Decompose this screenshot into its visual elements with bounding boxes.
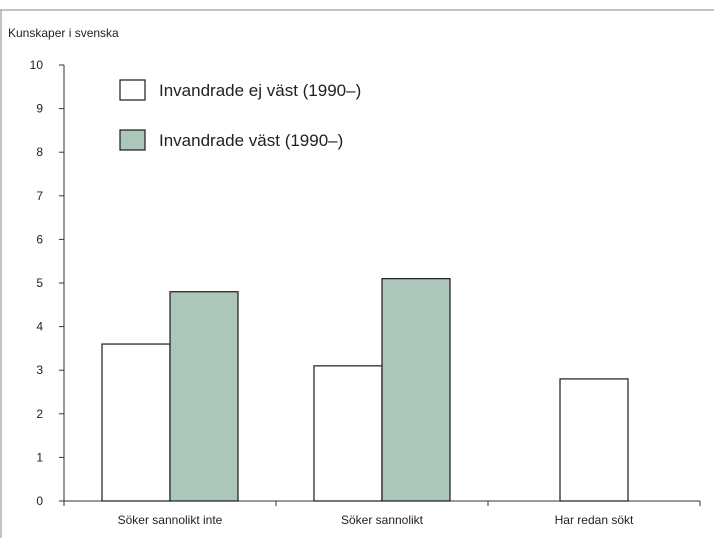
y-tick-label: 0 [36, 494, 43, 508]
legend-swatch-1 [119, 79, 146, 101]
legend-label-2: Invandrade väst (1990–) [159, 131, 343, 150]
y-tick-label: 8 [36, 145, 43, 159]
y-tick-label: 9 [36, 102, 43, 116]
y-tick-label: 3 [36, 363, 43, 377]
bar-series-1 [101, 343, 171, 502]
bar-series-2 [169, 291, 239, 502]
legend-swatch-2 [119, 129, 146, 151]
x-tick-label: Söker sannolikt [341, 513, 424, 527]
y-tick-label: 2 [36, 407, 43, 421]
bar-series-2 [381, 278, 451, 502]
y-tick-label: 10 [30, 58, 44, 72]
y-axis-label: Kunskaper i svenska [8, 26, 119, 40]
y-axis: 0 1 2 3 4 5 6 7 8 9 10 [30, 58, 65, 508]
x-tick-label: Har redan sökt [555, 513, 634, 527]
legend: Invandrade ej väst (1990–) Invandrade väs… [119, 79, 361, 151]
legend-label-1: Invandrade ej väst (1990–) [159, 81, 361, 100]
y-tick-label: 5 [36, 276, 43, 290]
y-tick-label: 7 [36, 189, 43, 203]
bar-series-1 [313, 365, 383, 502]
y-tick-label: 1 [36, 450, 43, 464]
y-tick-label: 6 [36, 232, 43, 246]
x-tick-label: Söker sannolikt inte [118, 513, 223, 527]
x-axis: Söker sannolikt inte Söker sannolikt Har r… [63, 500, 701, 527]
bar-series-1 [559, 378, 629, 502]
y-tick-label: 4 [36, 320, 43, 334]
bars [101, 278, 629, 502]
